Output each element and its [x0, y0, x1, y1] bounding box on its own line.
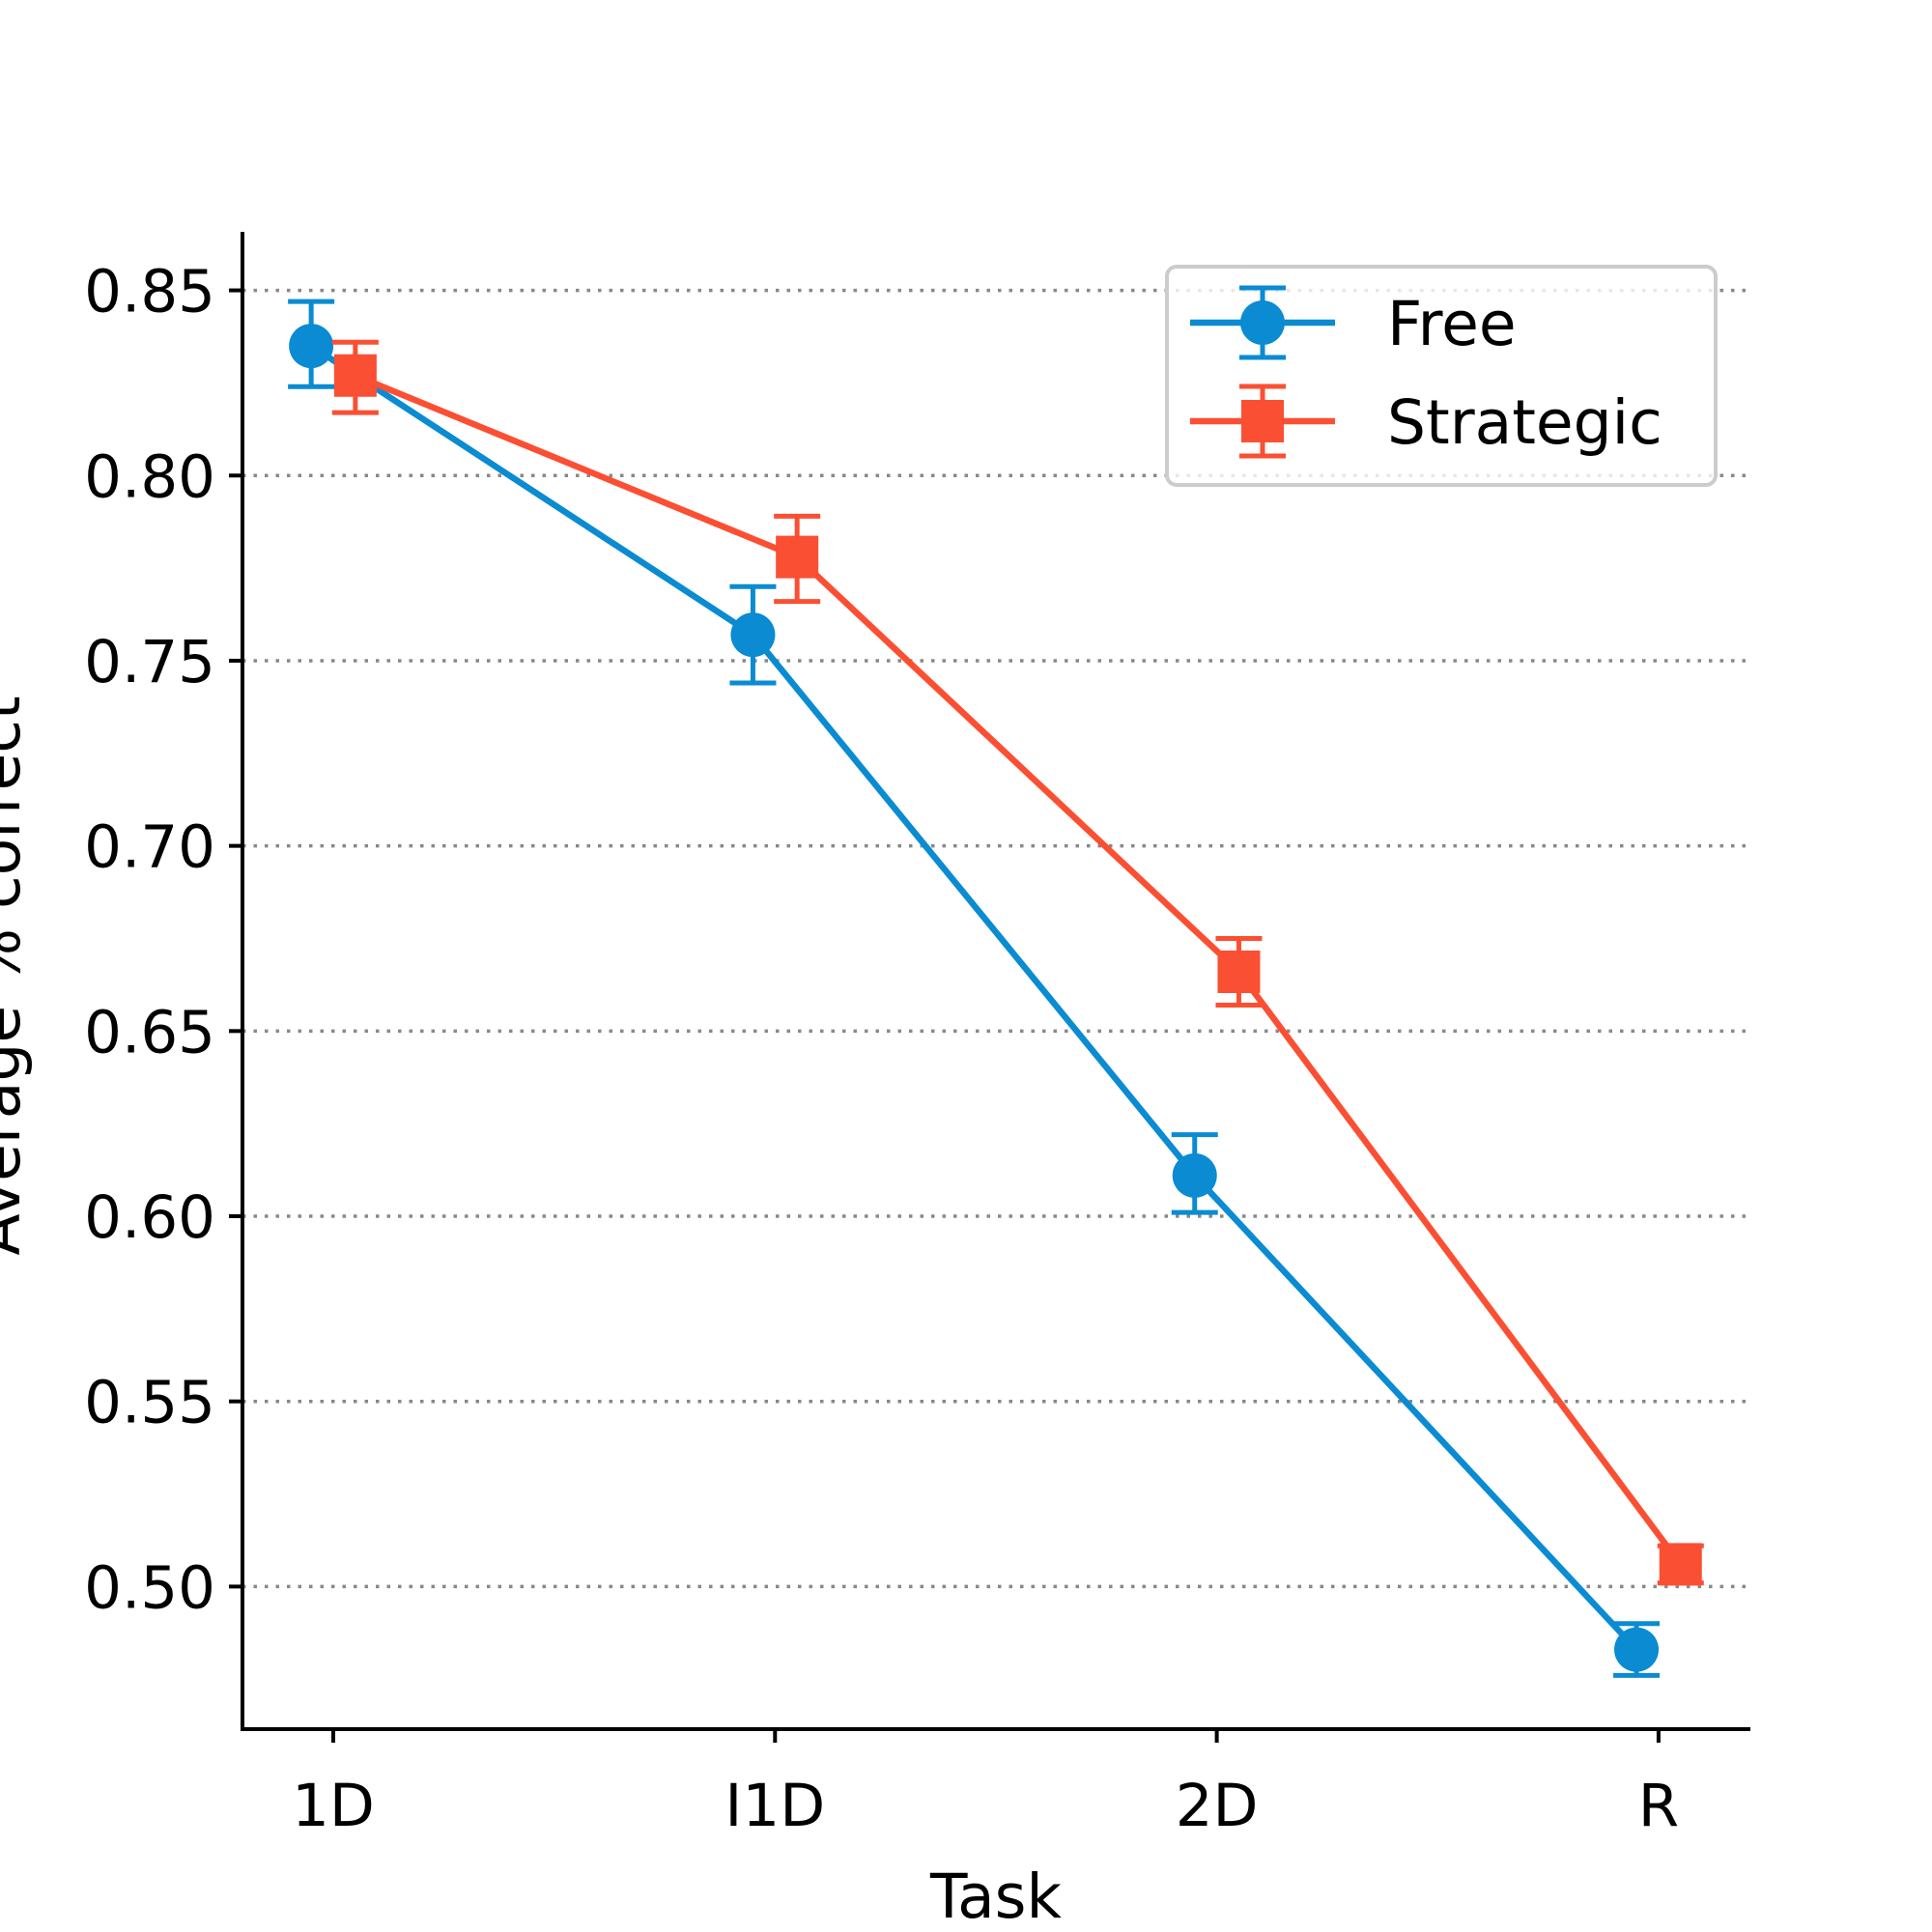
- y-tick-label: 0.65: [84, 998, 215, 1066]
- data-point: [776, 535, 819, 579]
- y-tick-label: 0.55: [84, 1369, 215, 1437]
- y-tick-label: 0.50: [84, 1553, 215, 1622]
- ticks: 0.50 0.55 0.60 0.65 0.70 0.75 0.80 0.85 1D I1D 2D R: [84, 258, 1679, 1840]
- legend-item-free: Free: [1190, 285, 1517, 360]
- data-point: [730, 612, 776, 658]
- axes: [241, 232, 1750, 1731]
- y-tick-label: 0.85: [84, 258, 215, 327]
- legend: Free Strategic: [1165, 265, 1718, 487]
- series-line: [309, 343, 1639, 1652]
- y-tick-label: 0.80: [84, 442, 215, 511]
- legend-label: Strategic: [1387, 387, 1662, 458]
- series-free: [288, 298, 1661, 1678]
- x-axis-title: Task: [929, 1861, 1062, 1932]
- series-line: [354, 372, 1684, 1567]
- x-tick-label: 2D: [1176, 1772, 1259, 1840]
- series-layer: [288, 298, 1704, 1678]
- legend-marker: [1240, 300, 1285, 345]
- data-point: [1172, 1152, 1217, 1198]
- data-point: [1659, 1543, 1702, 1586]
- x-tick-label: 1D: [292, 1772, 375, 1840]
- data-point: [1217, 950, 1261, 993]
- y-tick-label: 0.70: [84, 813, 215, 882]
- data-point: [289, 324, 334, 369]
- y-tick-label: 0.60: [84, 1183, 215, 1252]
- legend-marker: [1241, 400, 1284, 442]
- y-axis-title: Average % correct: [0, 696, 34, 1255]
- series-strategic: [331, 339, 1704, 1586]
- y-tick-label: 0.75: [84, 628, 215, 696]
- data-point: [333, 354, 377, 397]
- x-tick-label: R: [1638, 1772, 1679, 1840]
- legend-item-strategic: Strategic: [1190, 384, 1662, 459]
- x-tick-label: I1D: [724, 1772, 825, 1840]
- legend-label: Free: [1387, 289, 1517, 359]
- data-point: [1614, 1627, 1660, 1672]
